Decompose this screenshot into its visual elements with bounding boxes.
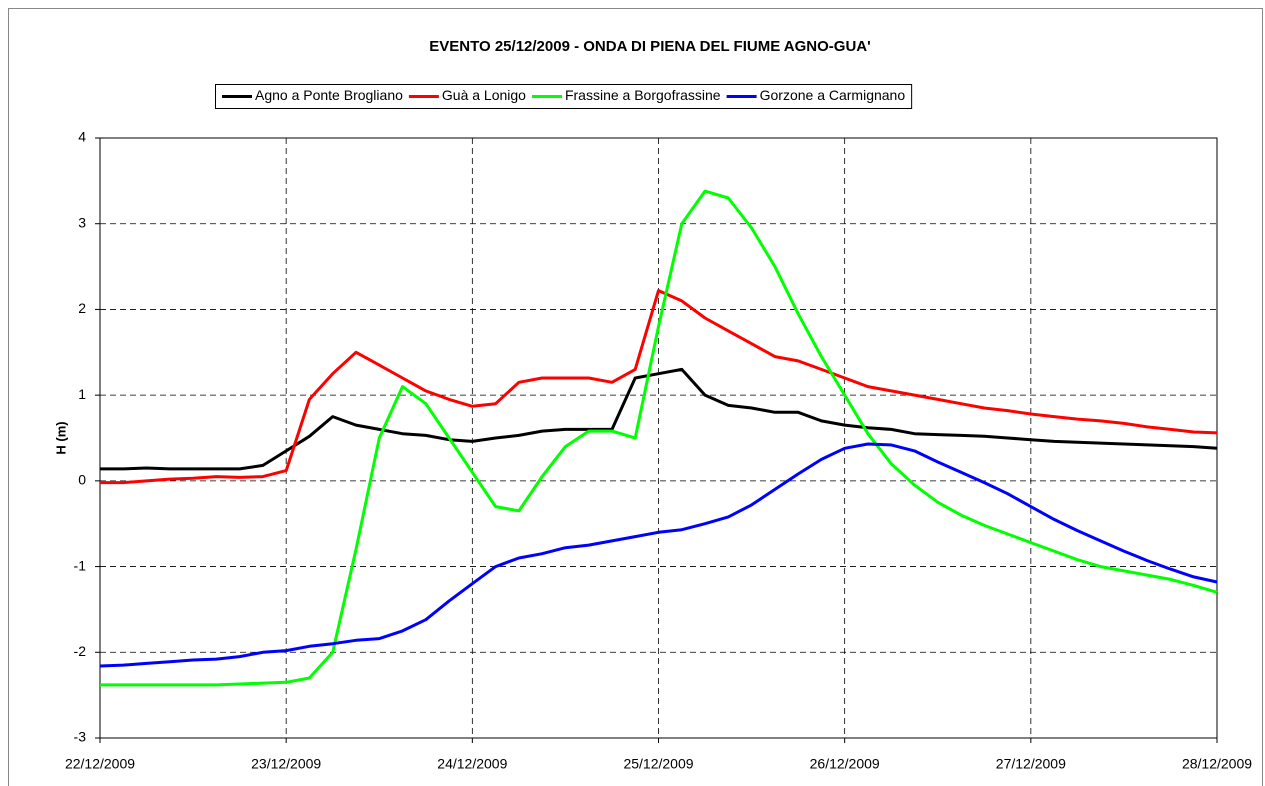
series-line (100, 189, 1218, 687)
series-line (100, 289, 1218, 485)
x-tick-label: 27/12/2009 (996, 756, 1066, 772)
x-tick-label: 26/12/2009 (810, 756, 880, 772)
chart-frame (8, 8, 1263, 786)
plot-area (99, 137, 1218, 739)
series-line (99, 442, 1218, 668)
chart-title: EVENTO 25/12/2009 - ONDA DI PIENA DEL FI… (429, 38, 870, 55)
legend (215, 84, 913, 109)
y-tick-label: -2 (74, 643, 87, 659)
y-tick-label: 1 (78, 386, 86, 402)
y-tick-label: 0 (78, 472, 86, 488)
legend-label: Frassine a Borgofrassine (565, 87, 721, 103)
y-axis-label: H (m) (53, 421, 68, 454)
x-tick-label: 28/12/2009 (1182, 756, 1252, 772)
y-tick-label: 2 (78, 300, 86, 316)
x-tick-label: 22/12/2009 (65, 756, 135, 772)
legend-label: Agno a Ponte Brogliano (255, 87, 403, 103)
y-tick-label: -1 (74, 557, 87, 573)
y-tick-label: 4 (78, 129, 86, 145)
y-tick-label: -3 (74, 729, 87, 745)
x-tick-label: 24/12/2009 (437, 756, 507, 772)
y-tick-label: 3 (78, 214, 86, 230)
legend-label: Gorzone a Carmignano (760, 87, 906, 103)
legend-label: Guà a Lonigo (442, 87, 526, 103)
x-tick-label: 23/12/2009 (251, 756, 321, 772)
x-tick-label: 25/12/2009 (623, 756, 693, 772)
series-line (100, 367, 1218, 471)
